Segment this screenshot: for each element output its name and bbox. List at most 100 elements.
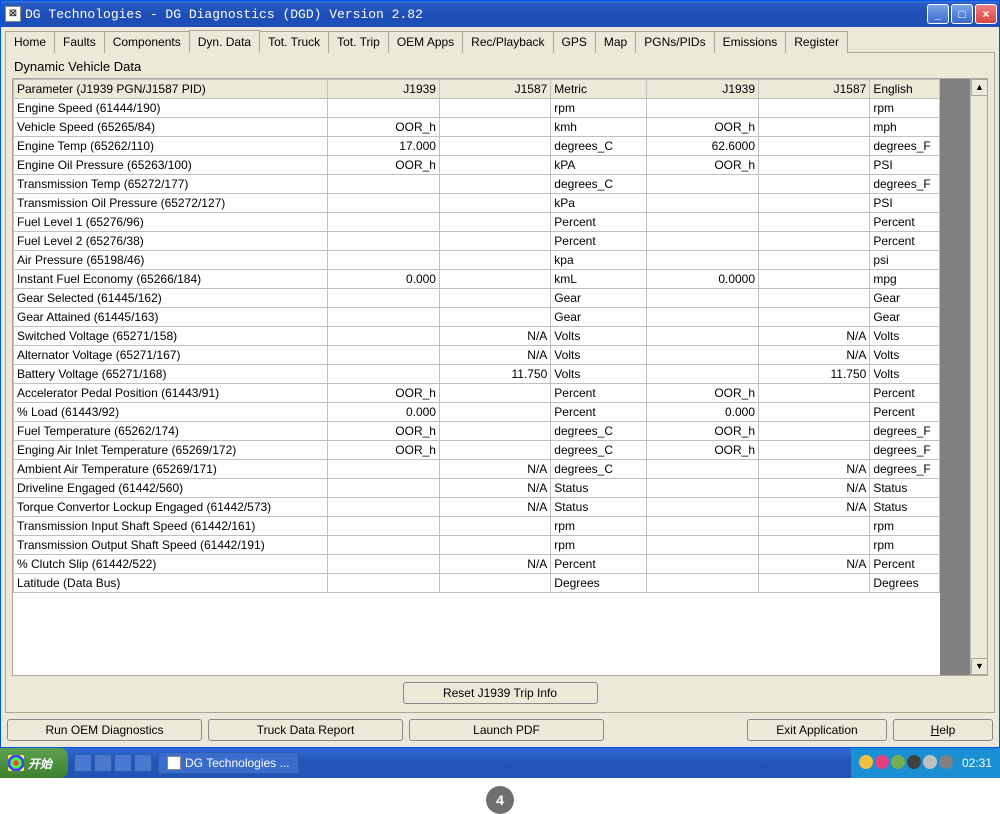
tab-map[interactable]: Map (595, 31, 636, 53)
cell (759, 384, 870, 403)
cell: degrees_C (551, 137, 647, 156)
tab-oem-apps[interactable]: OEM Apps (388, 31, 463, 53)
cell (647, 194, 759, 213)
cell: OOR_h (328, 118, 440, 137)
tray-icon[interactable] (923, 755, 937, 769)
cell (647, 460, 759, 479)
cell (759, 156, 870, 175)
ql-icon[interactable] (94, 754, 112, 772)
table-row[interactable]: Ambient Air Temperature (65269/171)N/Ade… (14, 460, 940, 479)
table-row[interactable]: Alternator Voltage (65271/167)N/AVoltsN/… (14, 346, 940, 365)
tab-rec-playback[interactable]: Rec/Playback (462, 31, 553, 53)
reset-trip-button[interactable]: Reset J1939 Trip Info (403, 682, 598, 704)
table-row[interactable]: Accelerator Pedal Position (61443/91)OOR… (14, 384, 940, 403)
tray-icon[interactable] (891, 755, 905, 769)
table-row[interactable]: Driveline Engaged (61442/560)N/AStatusN/… (14, 479, 940, 498)
windows-logo-icon (8, 755, 24, 771)
cell (647, 251, 759, 270)
table-row[interactable]: Engine Temp (65262/110)17.000degrees_C62… (14, 137, 940, 156)
table-row[interactable]: Transmission Temp (65272/177)degrees_Cde… (14, 175, 940, 194)
column-header[interactable]: J1587 (759, 80, 870, 99)
run-oem-button[interactable]: Run OEM Diagnostics (7, 719, 202, 741)
help-button[interactable]: Help (893, 719, 993, 741)
table-row[interactable]: Transmission Oil Pressure (65272/127)kPa… (14, 194, 940, 213)
tray-icon[interactable] (907, 755, 921, 769)
tab-home[interactable]: Home (5, 31, 55, 53)
scroll-down-icon[interactable]: ▼ (971, 658, 988, 675)
cell: rpm (870, 517, 940, 536)
cell (439, 384, 550, 403)
scrollbar[interactable]: ▲ ▼ (970, 79, 987, 675)
truck-report-button[interactable]: Truck Data Report (208, 719, 403, 741)
cell (647, 175, 759, 194)
cell: degrees_F (870, 441, 940, 460)
cell (759, 213, 870, 232)
table-row[interactable]: Vehicle Speed (65265/84)OOR_hkmhOOR_hmph (14, 118, 940, 137)
table-row[interactable]: Enging Air Inlet Temperature (65269/172)… (14, 441, 940, 460)
launch-pdf-button[interactable]: Launch PDF (409, 719, 604, 741)
cell: N/A (759, 346, 870, 365)
cell: Percent (870, 555, 940, 574)
table-row[interactable]: Latitude (Data Bus)DegreesDegrees (14, 574, 940, 593)
tab-register[interactable]: Register (785, 31, 848, 53)
table-row[interactable]: Transmission Output Shaft Speed (61442/1… (14, 536, 940, 555)
taskbar-app-button[interactable]: DG Technologies ... (158, 752, 299, 774)
close-button[interactable]: × (975, 4, 997, 24)
ql-icon[interactable] (114, 754, 132, 772)
table-row[interactable]: Gear Selected (61445/162)GearGear (14, 289, 940, 308)
tray-icon[interactable] (859, 755, 873, 769)
system-tray: 02:31 (851, 748, 1000, 778)
table-row[interactable]: % Load (61443/92)0.000Percent0.000Percen… (14, 403, 940, 422)
table-row[interactable]: % Clutch Slip (61442/522)N/APercentN/APe… (14, 555, 940, 574)
start-button[interactable]: 开始 (0, 748, 68, 778)
table-row[interactable]: Transmission Input Shaft Speed (61442/16… (14, 517, 940, 536)
table-row[interactable]: Fuel Level 1 (65276/96)PercentPercent (14, 213, 940, 232)
cell: OOR_h (328, 422, 440, 441)
table-row[interactable]: Fuel Level 2 (65276/38)PercentPercent (14, 232, 940, 251)
scroll-up-icon[interactable]: ▲ (971, 79, 988, 96)
tray-icon[interactable] (875, 755, 889, 769)
column-header[interactable]: Parameter (J1939 PGN/J1587 PID) (14, 80, 328, 99)
cell (647, 498, 759, 517)
column-header[interactable]: English (870, 80, 940, 99)
tray-icon[interactable] (939, 755, 953, 769)
tab-faults[interactable]: Faults (54, 31, 105, 53)
table-row[interactable]: Fuel Temperature (65262/174)OOR_hdegrees… (14, 422, 940, 441)
cell: Volts (870, 327, 940, 346)
table-row[interactable]: Switched Voltage (65271/158)N/AVoltsN/AV… (14, 327, 940, 346)
tab-dyn-data[interactable]: Dyn. Data (189, 30, 260, 53)
maximize-button[interactable]: □ (951, 4, 973, 24)
cell: Fuel Level 1 (65276/96) (14, 213, 328, 232)
table-row[interactable]: Air Pressure (65198/46)kpapsi (14, 251, 940, 270)
cell (759, 574, 870, 593)
table-row[interactable]: Gear Attained (61445/163)GearGear (14, 308, 940, 327)
minimize-button[interactable]: _ (927, 4, 949, 24)
column-header[interactable]: J1939 (647, 80, 759, 99)
ql-icon[interactable] (134, 754, 152, 772)
cell (328, 536, 440, 555)
tab-components[interactable]: Components (104, 31, 190, 53)
cell (439, 232, 550, 251)
column-header[interactable]: J1939 (328, 80, 440, 99)
cell: % Load (61443/92) (14, 403, 328, 422)
column-header[interactable]: J1587 (439, 80, 550, 99)
table-row[interactable]: Instant Fuel Economy (65266/184)0.000kmL… (14, 270, 940, 289)
tab-emissions[interactable]: Emissions (714, 31, 787, 53)
table-row[interactable]: Battery Voltage (65271/168)11.750Volts11… (14, 365, 940, 384)
tab-tot-truck[interactable]: Tot. Truck (259, 31, 329, 53)
tab-tot-trip[interactable]: Tot. Trip (328, 31, 389, 53)
cell: N/A (439, 327, 550, 346)
cell (647, 289, 759, 308)
cell: Volts (551, 327, 647, 346)
table-row[interactable]: Engine Speed (61444/190)rpmrpm (14, 99, 940, 118)
clock: 02:31 (962, 756, 992, 770)
column-header[interactable]: Metric (551, 80, 647, 99)
table-row[interactable]: Engine Oil Pressure (65263/100)OOR_hkPAO… (14, 156, 940, 175)
table-row[interactable]: Torque Convertor Lockup Engaged (61442/5… (14, 498, 940, 517)
exit-button[interactable]: Exit Application (747, 719, 887, 741)
ql-icon[interactable] (74, 754, 92, 772)
tab-gps[interactable]: GPS (553, 31, 596, 53)
cell: Instant Fuel Economy (65266/184) (14, 270, 328, 289)
cell (328, 460, 440, 479)
tab-pgns-pids[interactable]: PGNs/PIDs (635, 31, 714, 53)
